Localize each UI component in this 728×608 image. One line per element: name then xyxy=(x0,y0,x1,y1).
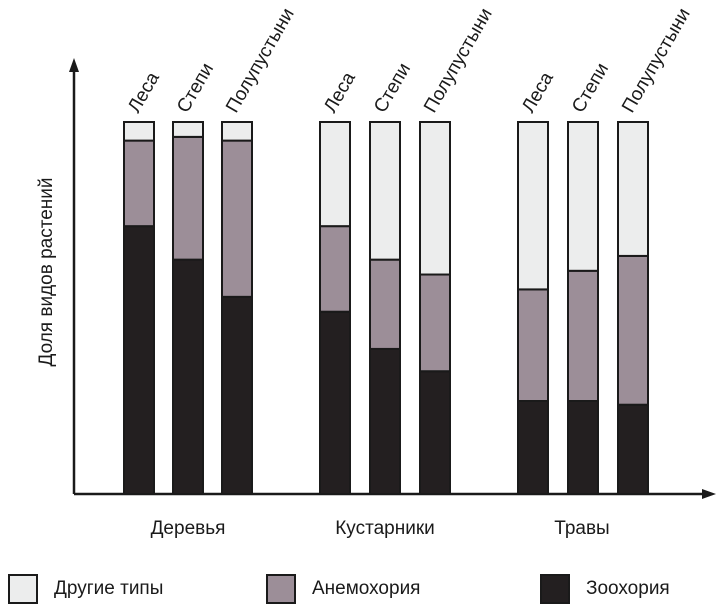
bar-segment-anemochory-g3-c2 xyxy=(567,269,599,402)
bar-segment-anemochory-g2-c3 xyxy=(419,273,451,373)
bar-segment-anemochory-g1-c3 xyxy=(221,139,253,298)
bar-segment-other-g2-c2 xyxy=(369,121,401,261)
bars-layer xyxy=(123,121,649,496)
bar-segment-anemochory-g1-c2 xyxy=(172,135,204,261)
category-label-g1-c3: Полупустыни xyxy=(222,5,299,117)
category-labels: Леса Степи Полупустыни Леса Степи Полупустыни… xyxy=(124,5,695,117)
legend-label-zoochory: Зоохория xyxy=(586,578,670,599)
category-label-g3-c2: Степи xyxy=(568,60,613,117)
category-label-g3-c3: Полупустыни xyxy=(618,5,695,117)
bar-segment-anemochory-g2-c1 xyxy=(319,225,351,313)
bar-segment-anemochory-g3-c3 xyxy=(617,254,649,406)
bar-segment-other-g1-c3 xyxy=(221,121,253,142)
category-label-g2-c1: Леса xyxy=(320,68,360,116)
legend-item-zoochory: Зоохория xyxy=(540,572,670,606)
category-label-g1-c2: Степи xyxy=(173,60,218,117)
bar-segment-zoochory-g2-c3 xyxy=(419,370,451,495)
bar-segment-other-g2-c3 xyxy=(419,121,451,276)
y-axis-label: Доля видов растений xyxy=(36,177,57,366)
bar-segment-zoochory-g2-c2 xyxy=(369,347,401,496)
group-label-2: Кустарники xyxy=(335,518,435,539)
bar-segment-anemochory-g3-c1 xyxy=(517,288,549,402)
category-label-g2-c2: Степи xyxy=(370,60,415,117)
legend-item-anemochory: Анемохория xyxy=(266,572,420,606)
bar-segment-zoochory-g1-c1 xyxy=(123,225,155,495)
bar-segment-anemochory-g2-c2 xyxy=(369,258,401,350)
legend-swatch-zoochory xyxy=(540,574,570,604)
category-label-g2-c3: Полупустыни xyxy=(420,5,497,117)
bar-segment-other-g3-c1 xyxy=(517,121,549,291)
category-label-g1-c1: Леса xyxy=(124,68,164,116)
legend-label-other: Другие типы xyxy=(54,578,164,599)
x-axis-arrow xyxy=(702,489,716,499)
bar-segment-zoochory-g1-c2 xyxy=(172,258,204,496)
bar-segment-zoochory-g1-c3 xyxy=(221,295,253,495)
legend-item-other: Другие типы xyxy=(8,572,163,606)
legend-swatch-anemochory xyxy=(266,574,296,604)
bar-segment-zoochory-g3-c3 xyxy=(617,403,649,495)
bar-segment-other-g3-c3 xyxy=(617,121,649,257)
bar-segment-other-g1-c2 xyxy=(172,121,204,138)
legend-label-anemochory: Анемохория xyxy=(312,578,421,599)
stacked-bar-chart: Доля видов растений Леса Степи Полупустыни… xyxy=(36,5,716,539)
bar-segment-anemochory-g1-c1 xyxy=(123,139,155,228)
y-axis-arrow xyxy=(69,58,79,72)
group-label-3: Травы xyxy=(554,518,609,539)
legend-swatch-other xyxy=(8,574,38,604)
bar-segment-zoochory-g2-c1 xyxy=(319,310,351,495)
bar-segment-other-g2-c1 xyxy=(319,121,351,228)
group-label-1: Деревья xyxy=(151,518,226,539)
bar-segment-other-g1-c1 xyxy=(123,121,155,142)
bar-segment-other-g3-c2 xyxy=(567,121,599,272)
category-label-g3-c1: Леса xyxy=(518,68,558,116)
group-labels: Деревья Кустарники Травы xyxy=(151,518,610,539)
bar-segment-zoochory-g3-c1 xyxy=(517,400,549,495)
bar-segment-zoochory-g3-c2 xyxy=(567,400,599,495)
